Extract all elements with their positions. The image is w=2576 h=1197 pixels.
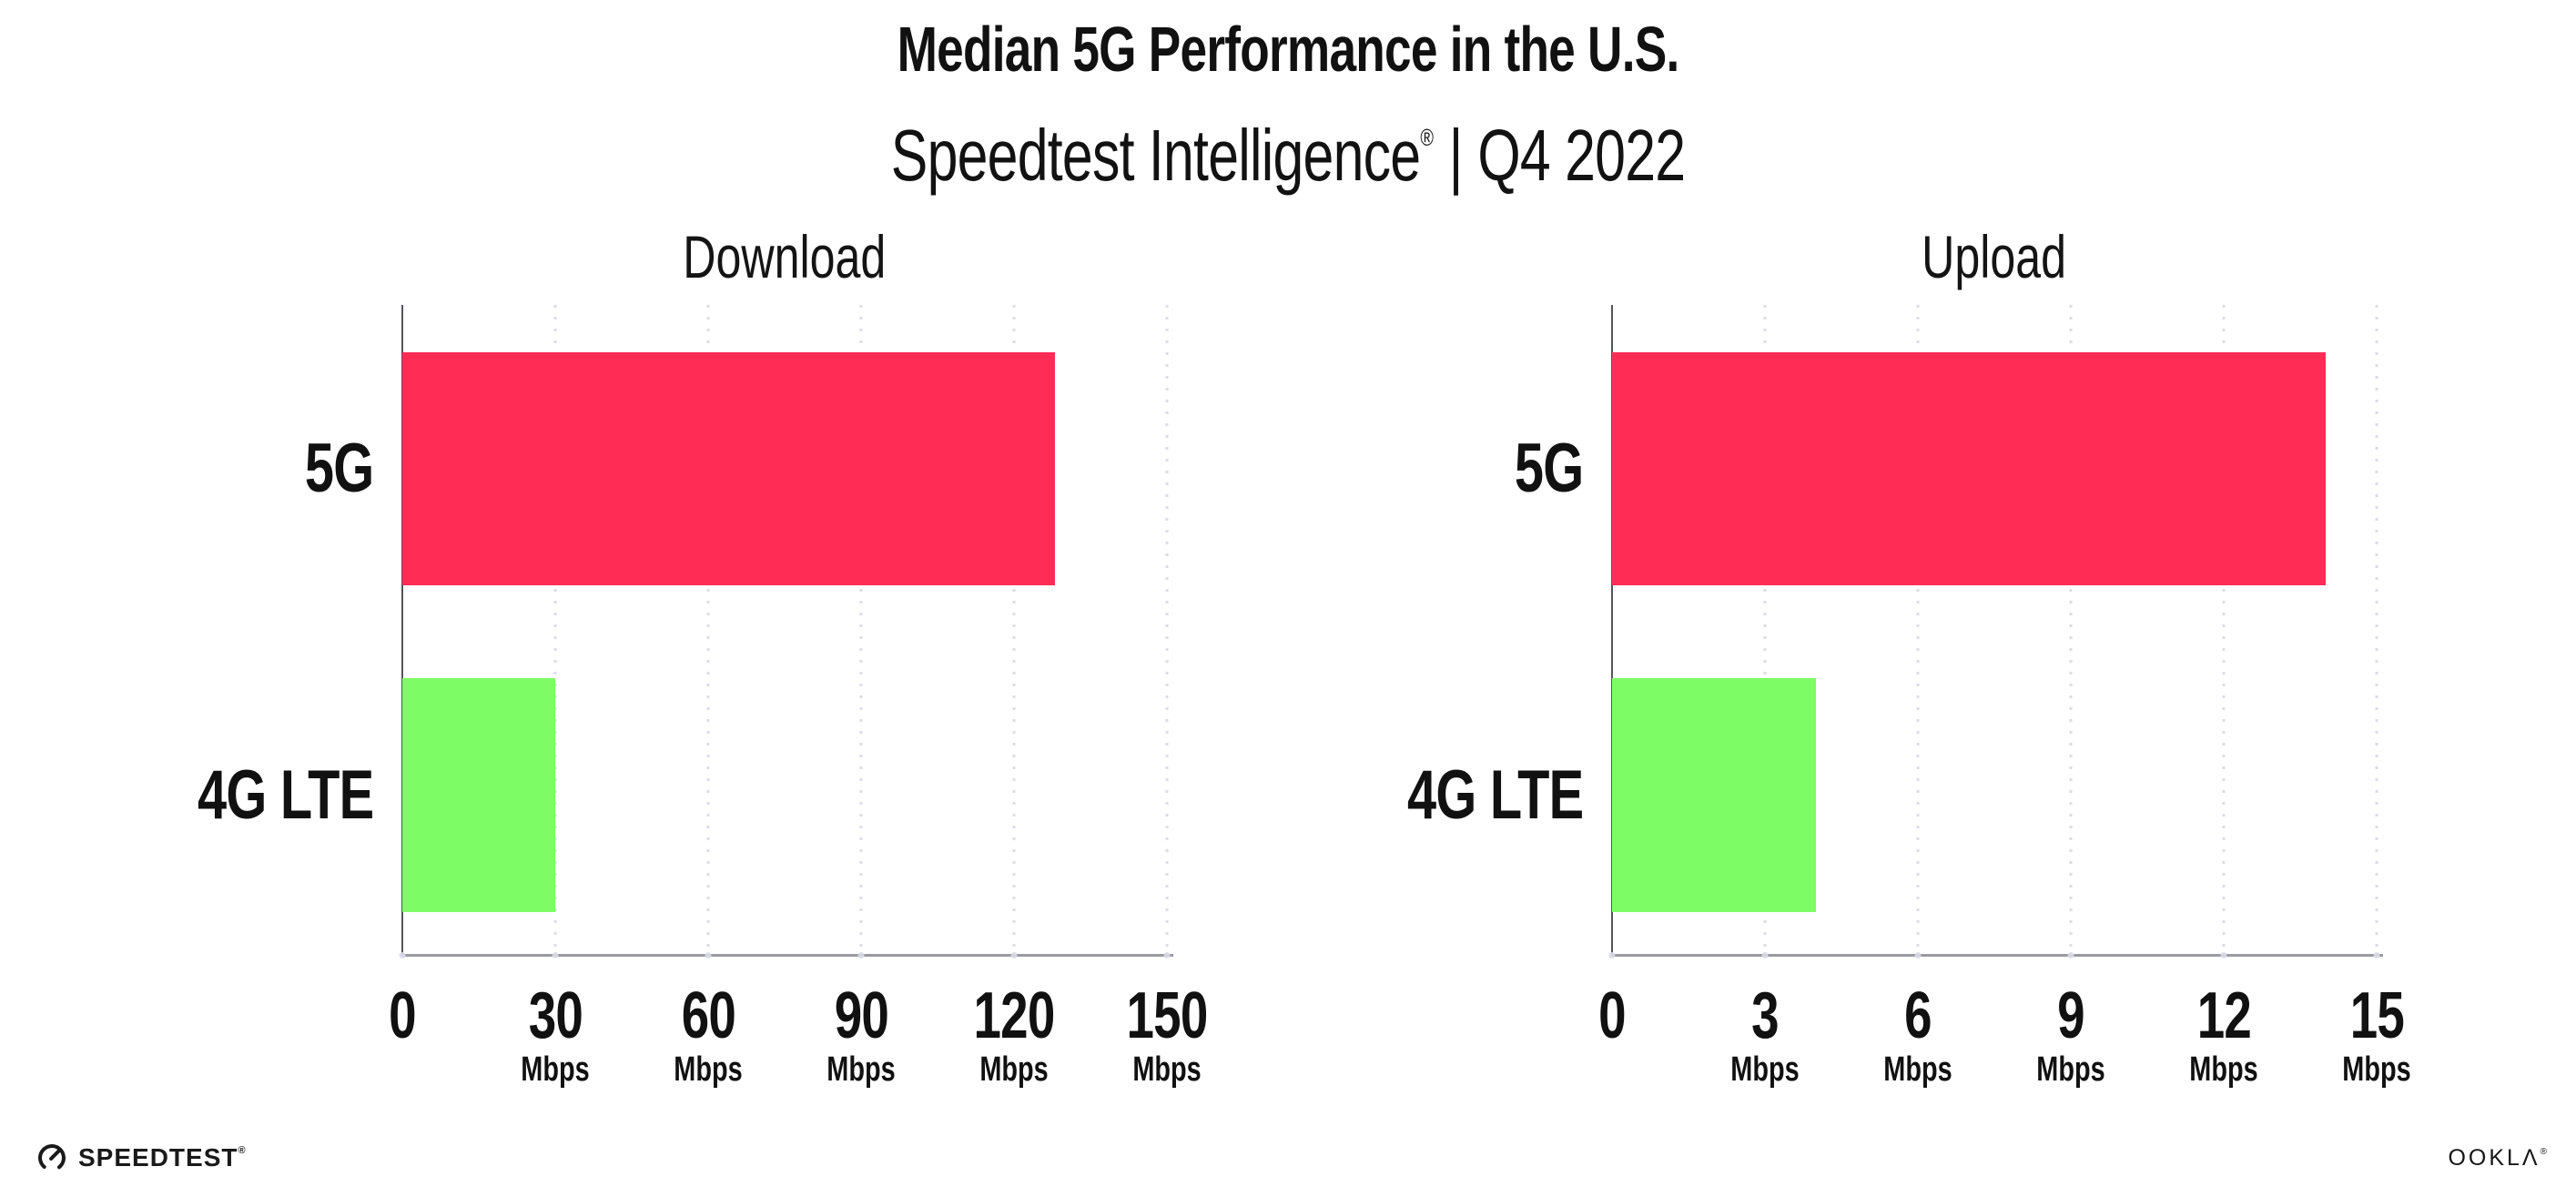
speedtest-gauge-icon xyxy=(38,1144,66,1172)
x-tick: 0 xyxy=(1594,983,1629,1049)
axis-tick-dot xyxy=(705,952,712,959)
gridline xyxy=(706,305,710,955)
download-plot-area xyxy=(399,305,1173,959)
axis-tick-dot xyxy=(2220,952,2227,959)
y-axis-line xyxy=(401,305,403,955)
download-x-axis-ticks: 0 30 Mbps 60 Mbps 90 Mbps 120 Mbps 150 Mbps xyxy=(389,983,1208,1111)
x-tick: 15 Mbps xyxy=(2331,983,2421,1089)
axis-tick-dot xyxy=(1761,952,1769,959)
x-tick: 6 Mbps xyxy=(1872,983,1962,1089)
ookla-wordmark: OOKLΛ xyxy=(2448,1145,2541,1171)
x-tick-unit: Mbps xyxy=(2036,1050,2105,1089)
x-tick: 60 Mbps xyxy=(663,983,753,1089)
x-tick-value: 30 xyxy=(528,979,583,1052)
ookla-logo: OOKLΛ® xyxy=(2448,1145,2547,1172)
axis-tick-dot xyxy=(1608,952,1616,959)
x-tick-value: 0 xyxy=(389,979,416,1052)
category-label-5g: 5G xyxy=(1514,430,1583,507)
subtitle-period: Q4 2022 xyxy=(1477,115,1686,196)
registered-mark-icon: ® xyxy=(1420,124,1434,151)
download-chart-title-text: Download xyxy=(683,223,887,290)
x-tick-unit: Mbps xyxy=(2342,1050,2411,1089)
gridline xyxy=(2222,305,2226,955)
bar-4g-lte-upload xyxy=(1612,678,1816,912)
category-label-4g-lte: 4G LTE xyxy=(197,756,374,834)
x-tick: 120 Mbps xyxy=(960,983,1067,1089)
x-tick-unit: Mbps xyxy=(1730,1050,1800,1089)
x-tick-unit: Mbps xyxy=(1132,1050,1202,1089)
x-tick: 30 Mbps xyxy=(510,983,600,1089)
x-tick-value: 120 xyxy=(973,979,1055,1052)
x-tick-value: 12 xyxy=(2196,979,2251,1052)
x-tick: 12 Mbps xyxy=(2178,983,2268,1089)
speedtest-wordmark: SPEEDTEST® xyxy=(78,1143,246,1172)
x-tick-value: 9 xyxy=(2057,979,2084,1052)
upload-chart-title-text: Upload xyxy=(1922,223,2067,290)
axis-tick-dot xyxy=(2067,952,2074,959)
axis-tick-dot xyxy=(2373,952,2380,959)
upload-x-axis-ticks: 0 3 Mbps 6 Mbps 9 Mbps 12 Mbps 15 Mbps xyxy=(1598,983,2411,1111)
gridline xyxy=(1012,305,1016,955)
figure-subtitle: Speedtest Intelligence® | Q4 2022 xyxy=(0,95,2576,198)
bar-4g-lte-download xyxy=(402,678,555,912)
bar-5g-upload xyxy=(1612,352,2326,585)
axis-tick-dot xyxy=(552,952,559,959)
gridline xyxy=(1165,305,1169,955)
gridline xyxy=(859,305,863,955)
registered-mark-icon: ® xyxy=(238,1145,246,1156)
x-tick-value: 60 xyxy=(681,979,735,1052)
x-tick-value: 150 xyxy=(1126,979,1208,1052)
x-tick-unit: Mbps xyxy=(1883,1050,1952,1089)
x-tick-unit: Mbps xyxy=(2189,1050,2258,1089)
axis-tick-dot xyxy=(1914,952,1922,959)
download-chart-title: Download xyxy=(402,222,1167,291)
speedtest-logo: SPEEDTEST® xyxy=(36,1138,246,1178)
axis-tick-dot xyxy=(399,952,406,959)
x-tick-value: 0 xyxy=(1598,979,1626,1052)
gridline xyxy=(1916,305,1920,955)
category-label-4g-lte: 4G LTE xyxy=(1406,756,1584,834)
x-tick: 90 Mbps xyxy=(816,983,906,1089)
figure-subtitle-text: Speedtest Intelligence® | Q4 2022 xyxy=(891,95,1686,198)
x-tick-value: 6 xyxy=(1904,979,1932,1052)
x-tick: 150 Mbps xyxy=(1113,983,1220,1089)
gridline xyxy=(1763,305,1767,955)
x-tick-value: 15 xyxy=(2349,979,2404,1052)
figure-title-text: Median 5G Performance in the U.S. xyxy=(897,14,1680,85)
subtitle-brand: Speedtest Intelligence xyxy=(890,115,1421,196)
subtitle-separator: | xyxy=(1448,115,1464,196)
x-tick-value: 3 xyxy=(1751,979,1779,1052)
x-tick-unit: Mbps xyxy=(979,1050,1049,1089)
x-tick: 9 Mbps xyxy=(2025,983,2115,1089)
figure-title: Median 5G Performance in the U.S. xyxy=(0,13,2576,86)
x-tick-unit: Mbps xyxy=(827,1050,896,1089)
x-axis-line xyxy=(401,954,1173,957)
registered-mark-icon: ® xyxy=(2540,1147,2547,1157)
upload-plot-area xyxy=(1608,305,2383,959)
category-label-5g: 5G xyxy=(304,430,373,507)
axis-tick-dot xyxy=(1163,952,1171,959)
axis-tick-dot xyxy=(857,952,865,959)
gridline xyxy=(553,305,557,955)
x-tick: 0 xyxy=(384,983,420,1049)
x-axis-line xyxy=(1610,954,2383,957)
gridline xyxy=(2375,305,2378,955)
upload-chart-title: Upload xyxy=(1612,222,2377,291)
x-tick-value: 90 xyxy=(834,979,888,1052)
gridline xyxy=(2069,305,2073,955)
y-axis-line xyxy=(1610,305,1613,955)
x-tick-unit: Mbps xyxy=(674,1050,743,1089)
bar-5g-download xyxy=(402,352,1055,585)
x-tick: 3 Mbps xyxy=(1719,983,1810,1089)
x-tick-unit: Mbps xyxy=(521,1050,590,1089)
axis-tick-dot xyxy=(1010,952,1018,959)
